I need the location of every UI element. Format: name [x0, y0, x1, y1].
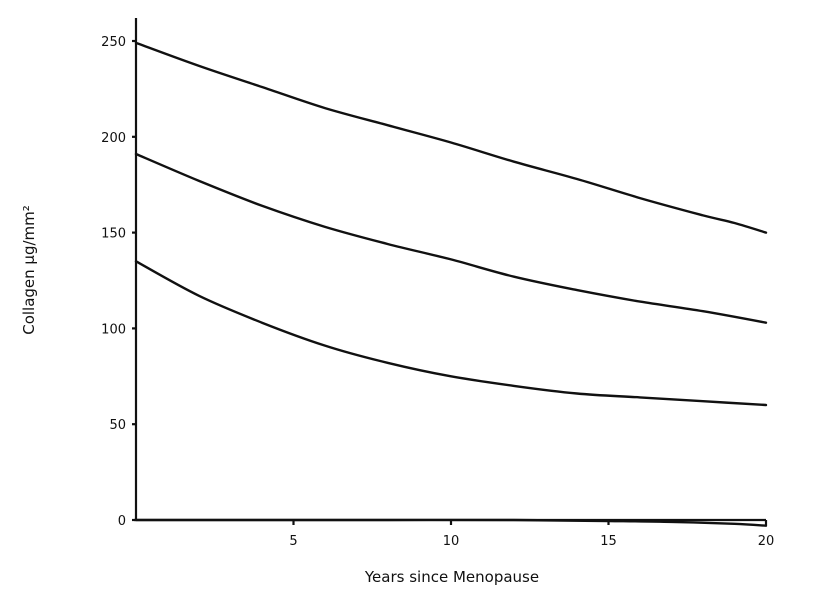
y-tick-label: 0: [118, 514, 126, 529]
series-line-4: [134, 518, 768, 527]
x-tick-label: 10: [443, 534, 460, 549]
y-axis-title: Collagen µg/mm²: [20, 205, 38, 335]
series-line-3: [134, 260, 768, 407]
y-axis-ticks: 0 50 100 150 200 250: [101, 35, 136, 529]
x-tick-label: 5: [289, 534, 297, 549]
y-tick-label: 250: [101, 35, 126, 50]
x-tick-label: 20: [758, 534, 775, 549]
x-tick-label: 15: [600, 534, 617, 549]
x-axis-title: Years since Menopause: [364, 568, 539, 586]
x-axis-ticks: 5 10 15 20: [289, 520, 774, 549]
y-tick-label: 150: [101, 227, 126, 242]
series-line-1: [134, 41, 768, 234]
series-line-2: [134, 152, 768, 324]
y-tick-label: 100: [101, 322, 126, 337]
y-tick-label: 50: [109, 418, 126, 433]
y-tick-label: 200: [101, 131, 126, 146]
series-lines: [134, 41, 768, 527]
